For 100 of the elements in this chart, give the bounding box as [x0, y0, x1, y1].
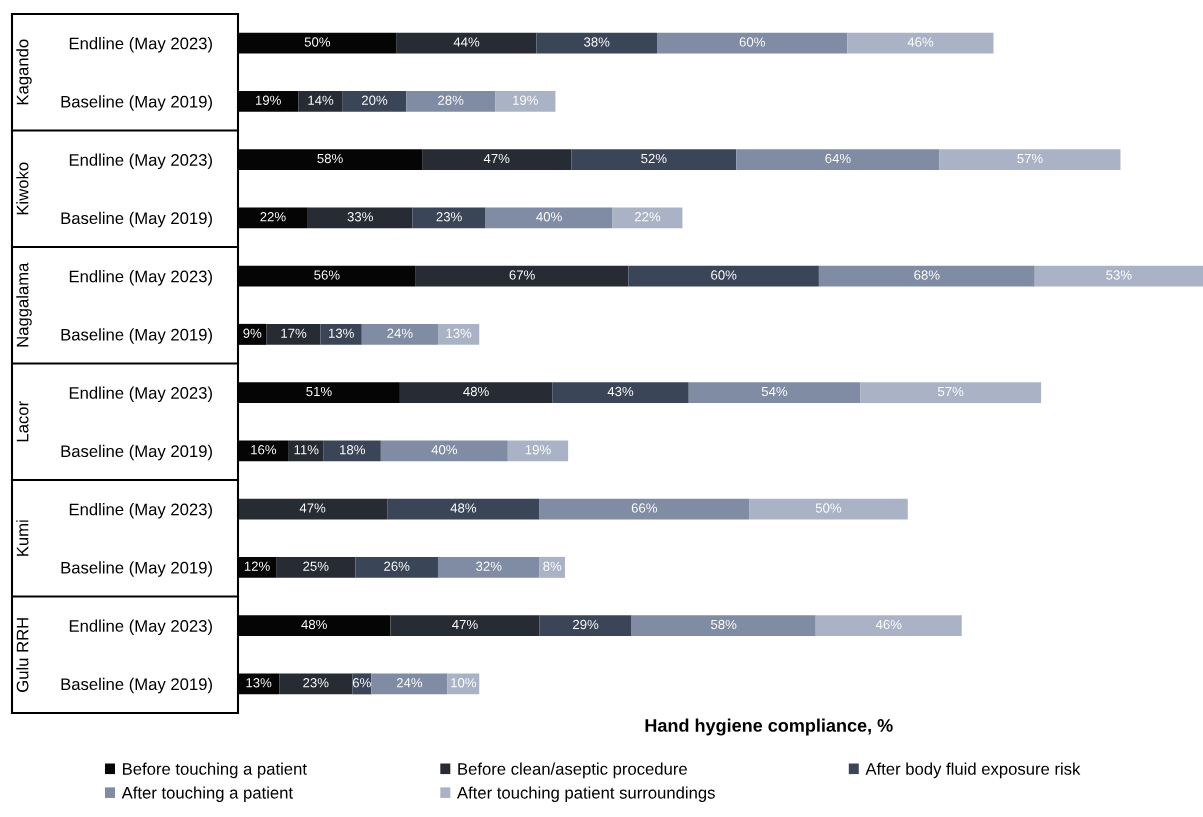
data-label: 12% [244, 561, 270, 571]
bar [422, 149, 572, 171]
y-tick-label: Baseline (May 2019) [61, 95, 212, 111]
y-tick-label: Baseline (May 2019) [61, 444, 212, 461]
text: Gulu RRH [16, 618, 29, 692]
data-label: 24% [387, 328, 413, 338]
bar [437, 323, 480, 345]
data-label: 11% [294, 445, 319, 455]
y-tick-label: Baseline (May 2019) [61, 211, 212, 228]
data-label: 43% [607, 386, 634, 397]
text: Kumi [16, 520, 29, 556]
data-label: 60% [711, 270, 737, 280]
data-label: 23% [303, 678, 329, 688]
data-label: 40% [536, 212, 562, 222]
data-label: 10% [451, 678, 477, 688]
data-label: 56% [314, 270, 340, 280]
bar [612, 207, 683, 229]
data-label: 46% [907, 37, 934, 47]
bar [279, 673, 353, 695]
bar [939, 149, 1121, 171]
data-label: 19% [255, 95, 281, 105]
x-axis-title: Hand hygiene compliance, % [645, 718, 893, 736]
data-label: 51% [306, 386, 332, 397]
data-label: 67% [509, 270, 535, 280]
bar [415, 265, 629, 287]
y-tick-label: Endline (May 2023) [69, 153, 212, 170]
data-label: 28% [438, 95, 464, 105]
data-label: 44% [453, 37, 480, 47]
bar [539, 615, 632, 637]
bar [361, 323, 438, 345]
bar [371, 673, 448, 695]
y-tick-label: Baseline (May 2019) [61, 561, 212, 577]
data-label: 25% [303, 561, 329, 571]
data-label: 48% [450, 503, 477, 513]
data-label: 58% [711, 619, 737, 630]
bar [860, 382, 1042, 404]
data-label: 52% [641, 153, 667, 164]
data-label: 20% [361, 95, 388, 105]
data-label: 6% [352, 678, 371, 688]
bar [749, 498, 908, 520]
text: Kagando [16, 39, 32, 105]
data-label: 57% [937, 386, 964, 397]
bar [399, 382, 553, 404]
data-label: 32% [476, 561, 502, 571]
data-label: 33% [347, 212, 373, 222]
data-label: 50% [304, 37, 331, 47]
data-label: 14% [308, 95, 334, 105]
bar [688, 382, 861, 404]
data-label: 47% [299, 503, 326, 513]
bar [628, 265, 819, 287]
data-label: 57% [1017, 153, 1043, 164]
data-label: 13% [246, 678, 272, 688]
data-label: 54% [761, 386, 788, 397]
data-label: 19% [525, 445, 551, 455]
bar [238, 498, 388, 520]
bar [485, 207, 613, 229]
legend-label: After touching patient surroundings [457, 786, 715, 802]
data-label: 66% [631, 503, 658, 513]
legend-label: Before touching a patient [123, 762, 307, 779]
data-label: 29% [573, 619, 599, 630]
data-label: 48% [301, 619, 327, 630]
data-label: 47% [452, 619, 478, 630]
data-label: 23% [436, 212, 462, 222]
bar [307, 207, 413, 229]
bar [412, 207, 486, 229]
bar [390, 615, 540, 637]
bar [631, 615, 816, 637]
data-label: 16% [251, 445, 277, 455]
y-tick-label: Endline (May 2023) [69, 503, 212, 519]
data-label: 46% [875, 619, 902, 630]
y-tick-label: Endline (May 2023) [69, 386, 212, 403]
data-label: 17% [281, 328, 307, 338]
y-tick-label: Endline (May 2023) [69, 270, 212, 286]
y-tick-label: Baseline (May 2019) [61, 328, 212, 344]
data-label: 26% [384, 561, 410, 571]
bar [298, 90, 343, 112]
legend-label: After touching a patient [121, 786, 293, 802]
data-label: 22% [260, 212, 286, 222]
data-label: 13% [328, 328, 354, 338]
bar [266, 323, 321, 345]
bar [320, 323, 362, 345]
bar [387, 498, 540, 520]
data-label: 19% [513, 95, 539, 105]
bar [539, 498, 750, 520]
bar [1034, 265, 1203, 287]
bar [406, 90, 496, 112]
bar [571, 149, 737, 171]
data-label: 48% [463, 386, 489, 397]
data-label: 47% [483, 153, 510, 164]
data-label: 9% [243, 328, 262, 338]
bar [507, 440, 569, 462]
y-tick-label: Baseline (May 2019) [61, 677, 212, 694]
bar [380, 440, 508, 462]
data-label: 68% [914, 270, 940, 280]
bar [323, 440, 381, 462]
data-label: 40% [431, 445, 458, 455]
bar [552, 382, 689, 404]
bar [342, 90, 407, 112]
bar [847, 32, 994, 54]
data-label: 24% [396, 678, 423, 688]
